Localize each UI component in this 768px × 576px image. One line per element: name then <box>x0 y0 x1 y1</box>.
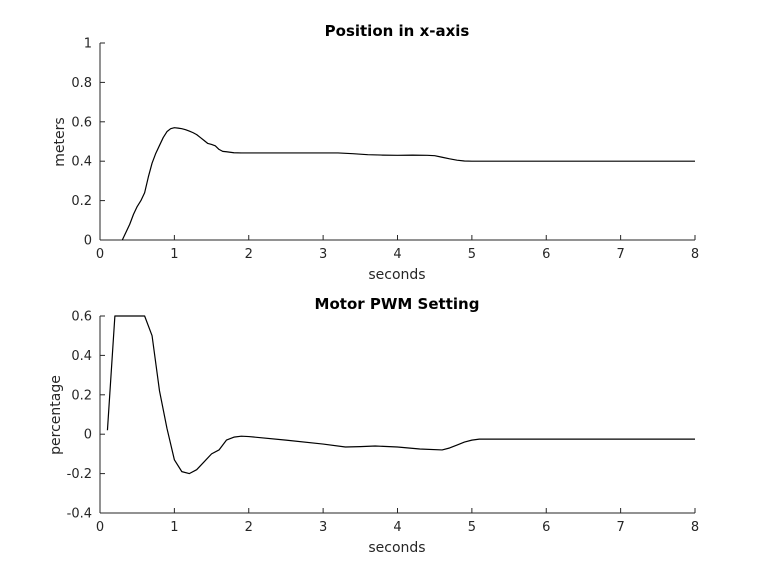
series-line <box>106 315 695 475</box>
y-tick-label: 0.2 <box>71 194 92 209</box>
x-tick-label: 2 <box>245 520 253 535</box>
x-tick-label: 3 <box>319 247 327 262</box>
y-tick-label: 1 <box>84 37 92 52</box>
x-axis-label: seconds <box>368 540 425 556</box>
series-line <box>121 127 695 241</box>
x-tick-label: 8 <box>691 247 699 262</box>
x-tick-label: 5 <box>468 247 476 262</box>
x-tick-label: 7 <box>616 247 624 262</box>
y-tick-label: 0.4 <box>71 349 92 364</box>
y-tick-label: 0 <box>84 234 92 249</box>
y-tick-label: 0.6 <box>71 310 92 325</box>
y-tick-label: 0.4 <box>71 155 92 170</box>
y-tick-label: 0 <box>84 428 92 443</box>
x-tick-label: 1 <box>170 520 178 535</box>
x-tick-label: 2 <box>245 247 253 262</box>
y-tick-label: 0.6 <box>71 115 92 130</box>
chart-title: Motor PWM Setting <box>315 295 480 313</box>
pwm-chart: Motor PWM Setting seconds percentage 0 1 2… <box>48 295 699 556</box>
x-tick-label: 3 <box>319 520 327 535</box>
x-tick-label: 7 <box>616 520 624 535</box>
x-tick-label: 1 <box>170 247 178 262</box>
y-tick-label: 0.2 <box>71 388 92 403</box>
y-tick-label: -0.4 <box>67 507 92 522</box>
position-chart: Position in x-axis seconds meters 0 1 2 3 4 5… <box>52 22 699 283</box>
y-axis-label: percentage <box>48 375 64 455</box>
x-tick-label: 6 <box>542 520 550 535</box>
x-axis-label: seconds <box>368 267 425 283</box>
x-tick-label: 6 <box>542 247 550 262</box>
y-tick-label: 0.8 <box>71 76 92 91</box>
y-axis-label: meters <box>52 117 68 166</box>
x-tick-label: 4 <box>393 247 401 262</box>
x-tick-label: 5 <box>468 520 476 535</box>
x-tick-label: 0 <box>96 520 104 535</box>
chart-title: Position in x-axis <box>325 22 470 40</box>
x-tick-label: 8 <box>691 520 699 535</box>
y-tick-label: -0.2 <box>67 467 92 482</box>
x-tick-label: 4 <box>393 520 401 535</box>
x-tick-label: 0 <box>96 247 104 262</box>
